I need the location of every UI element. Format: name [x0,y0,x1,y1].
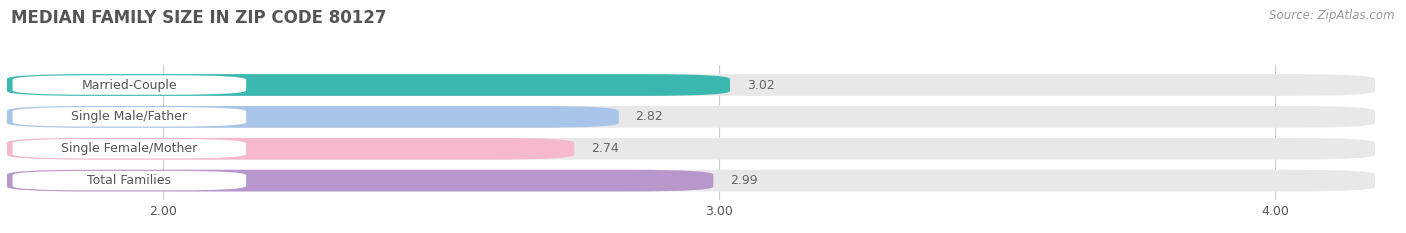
Text: 3.02: 3.02 [747,79,775,92]
Text: Total Families: Total Families [87,174,172,187]
Text: 2.82: 2.82 [636,110,664,123]
Text: 2.99: 2.99 [730,174,758,187]
FancyBboxPatch shape [13,139,246,158]
FancyBboxPatch shape [13,75,246,95]
Text: Single Female/Mother: Single Female/Mother [62,142,197,155]
FancyBboxPatch shape [13,171,246,190]
FancyBboxPatch shape [7,138,574,160]
Text: Married-Couple: Married-Couple [82,79,177,92]
FancyBboxPatch shape [13,107,246,127]
Text: Source: ZipAtlas.com: Source: ZipAtlas.com [1270,9,1395,22]
FancyBboxPatch shape [7,74,730,96]
FancyBboxPatch shape [7,170,1375,192]
Text: 2.74: 2.74 [591,142,619,155]
Text: MEDIAN FAMILY SIZE IN ZIP CODE 80127: MEDIAN FAMILY SIZE IN ZIP CODE 80127 [11,9,387,27]
FancyBboxPatch shape [7,138,1375,160]
Text: Single Male/Father: Single Male/Father [72,110,187,123]
FancyBboxPatch shape [7,106,619,128]
FancyBboxPatch shape [7,170,713,192]
FancyBboxPatch shape [7,74,1375,96]
FancyBboxPatch shape [7,106,1375,128]
